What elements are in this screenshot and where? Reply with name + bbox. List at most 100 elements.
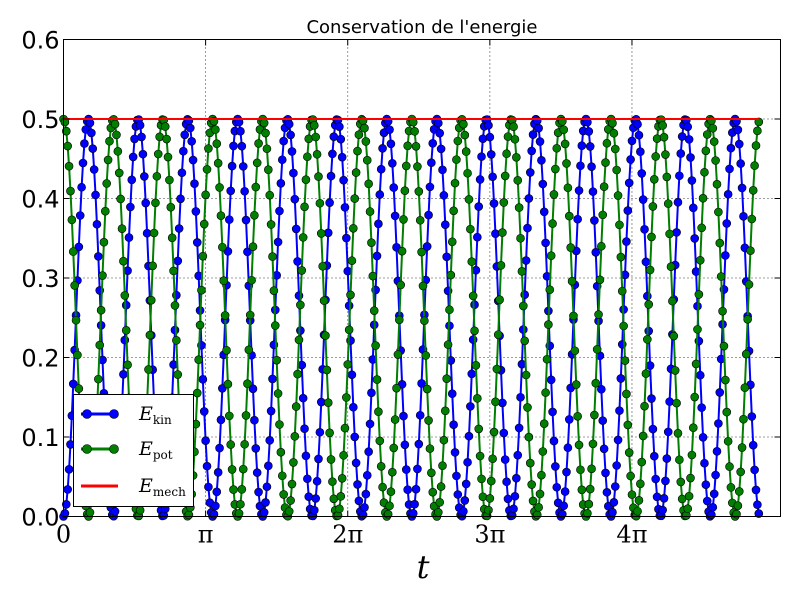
legend-label-kin: Ekin xyxy=(138,403,172,427)
data-point-kin xyxy=(551,462,560,471)
data-point-pot xyxy=(634,496,644,505)
data-point-pot xyxy=(566,243,575,252)
y-tick-label: 0.3 xyxy=(21,265,59,293)
data-point-kin xyxy=(215,443,224,453)
data-point-pot xyxy=(734,487,744,496)
data-point-kin xyxy=(658,505,667,515)
data-point-pot xyxy=(229,485,238,494)
data-point-pot xyxy=(172,336,181,345)
data-point-pot xyxy=(101,206,110,216)
data-point-kin xyxy=(326,171,336,181)
data-point-pot xyxy=(644,300,654,309)
data-point-pot xyxy=(737,443,747,452)
data-point-kin xyxy=(452,471,461,481)
data-point-pot xyxy=(339,451,348,460)
data-point-kin xyxy=(186,123,195,133)
data-point-pot xyxy=(153,149,163,159)
data-point-pot xyxy=(250,210,259,220)
data-point-kin xyxy=(516,392,525,402)
data-point-pot xyxy=(102,179,111,188)
data-point-pot xyxy=(374,407,383,416)
data-point-kin xyxy=(527,146,536,156)
data-point-pot xyxy=(722,407,732,417)
data-point-pot xyxy=(63,141,72,151)
data-point-kin xyxy=(303,474,312,484)
data-point-kin xyxy=(709,489,719,499)
data-point-pot xyxy=(284,507,294,516)
data-point-pot xyxy=(264,165,273,174)
data-point-kin xyxy=(626,155,635,164)
data-point-pot xyxy=(300,202,309,212)
data-point-pot xyxy=(714,207,723,217)
data-point-pot xyxy=(486,476,496,486)
data-point-pot xyxy=(493,330,503,339)
data-point-pot xyxy=(690,392,699,402)
data-point-pot xyxy=(195,320,205,330)
data-point-kin xyxy=(509,504,518,514)
data-point-kin xyxy=(612,461,621,470)
data-point-kin xyxy=(528,130,538,139)
data-point-pot xyxy=(216,211,226,220)
data-point-pot xyxy=(588,439,598,449)
data-point-kin xyxy=(180,130,190,140)
data-point-pot xyxy=(592,345,602,354)
data-point-kin xyxy=(74,242,84,252)
data-point-pot xyxy=(733,501,743,510)
data-point-kin xyxy=(686,153,695,162)
data-point-kin xyxy=(453,490,463,499)
data-point-pot xyxy=(247,275,256,285)
data-point-kin xyxy=(225,215,234,224)
data-point-pot xyxy=(744,280,754,289)
data-point-pot xyxy=(287,479,297,489)
data-point-kin xyxy=(413,464,422,474)
data-point-pot xyxy=(751,141,761,150)
data-point-kin xyxy=(499,428,509,438)
x-tick-labels: 0 π 2π 3π 4π xyxy=(56,521,648,549)
data-point-pot xyxy=(617,286,627,296)
data-point-kin xyxy=(466,402,475,411)
data-point-pot xyxy=(413,162,422,171)
data-point-pot xyxy=(301,175,311,184)
legend-marker-pot xyxy=(109,444,119,454)
data-point-pot xyxy=(640,401,649,411)
data-point-pot xyxy=(237,485,247,494)
data-point-pot xyxy=(615,220,624,230)
data-point-kin xyxy=(734,139,744,149)
data-point-pot xyxy=(470,326,479,336)
data-point-pot xyxy=(421,351,431,360)
data-point-kin xyxy=(237,141,247,151)
data-point-kin xyxy=(248,384,258,394)
data-point-pot xyxy=(571,380,581,389)
data-point-pot xyxy=(389,443,399,453)
data-point-pot xyxy=(303,152,312,162)
data-point-kin xyxy=(92,219,102,229)
data-point-pot xyxy=(548,219,557,228)
data-point-kin xyxy=(715,388,725,397)
data-point-pot xyxy=(509,122,518,132)
data-point-pot xyxy=(167,233,177,243)
data-point-pot xyxy=(516,233,525,243)
data-point-kin xyxy=(552,482,562,492)
data-point-kin xyxy=(128,152,138,162)
data-point-pot xyxy=(612,165,621,175)
data-point-kin xyxy=(627,136,637,146)
data-point-kin xyxy=(539,207,549,217)
data-point-pot xyxy=(676,477,686,487)
data-point-pot xyxy=(116,194,125,204)
data-point-kin xyxy=(463,457,472,467)
y-tick-label: 0.6 xyxy=(21,27,59,55)
data-point-pot xyxy=(166,202,176,212)
data-point-pot xyxy=(245,310,255,320)
data-point-kin xyxy=(549,436,559,446)
data-point-kin xyxy=(243,247,252,257)
data-point-pot xyxy=(709,137,719,146)
data-point-kin xyxy=(80,139,89,148)
data-point-kin xyxy=(262,482,272,492)
data-point-kin xyxy=(428,139,438,148)
data-point-kin xyxy=(461,479,471,489)
data-point-kin xyxy=(573,214,582,224)
data-point-kin xyxy=(273,237,283,247)
data-point-pot xyxy=(562,159,571,168)
data-point-kin xyxy=(177,168,187,178)
data-point-pot xyxy=(422,384,432,394)
